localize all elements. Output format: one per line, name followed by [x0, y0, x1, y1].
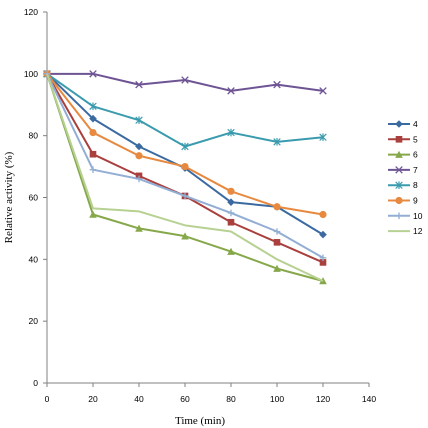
- legend-item-7: 7: [388, 165, 418, 175]
- data-point-5: [89, 150, 97, 158]
- axes: 0 20 40 60 80 100 120 140 0 20 40 60 80 100 120: [24, 7, 377, 404]
- x-tick-label: 60: [180, 394, 190, 404]
- data-point-8: [181, 142, 189, 151]
- data-point-5: [319, 259, 327, 266]
- legend: 4 5 6 7 8 9 10 12: [388, 119, 423, 236]
- legend-item-12: 12: [388, 226, 423, 236]
- data-point-9: [319, 210, 327, 219]
- data-point-10: [181, 192, 189, 200]
- data-point-4: [135, 142, 143, 151]
- data-point-9: [89, 128, 97, 137]
- data-point-6: [227, 247, 235, 255]
- series-10: [43, 70, 327, 262]
- legend-item-5: 5: [388, 134, 418, 144]
- x-axis-title: Time (min): [175, 415, 225, 427]
- data-point-10: [135, 175, 143, 183]
- y-tick-label: 60: [29, 193, 39, 203]
- data-point-10: [319, 254, 327, 262]
- data-point-8: [273, 138, 281, 146]
- x-tick-label: 100: [270, 394, 284, 404]
- y-tick-label: 20: [29, 316, 39, 326]
- x-tick-label: 80: [226, 394, 236, 404]
- legend-item-6: 6: [388, 150, 418, 160]
- legend-label: 10: [413, 211, 423, 221]
- legend-marker: [395, 120, 403, 128]
- data-point-10: [227, 209, 235, 217]
- legend-marker: [395, 196, 403, 205]
- legend-item-8: 8: [388, 180, 418, 190]
- series-layer: [43, 70, 327, 285]
- legend-item-10: 10: [388, 211, 423, 221]
- y-tick-label: 40: [29, 254, 39, 264]
- x-tick-label: 40: [134, 394, 144, 404]
- data-point-4: [319, 230, 327, 239]
- series-12: [46, 73, 324, 282]
- x-tick-label: 20: [88, 394, 98, 404]
- legend-label: 6: [413, 150, 418, 160]
- data-point-7: [89, 70, 97, 78]
- legend-label: 4: [413, 119, 418, 129]
- y-axis-title: Relative activity (%): [3, 151, 15, 243]
- legend-label: 12: [413, 226, 423, 236]
- legend-item-9: 9: [388, 196, 418, 206]
- data-point-9: [135, 152, 143, 160]
- legend-marker: [395, 212, 403, 220]
- data-point-6: [273, 264, 281, 272]
- data-point-5: [273, 239, 281, 246]
- series-7: [43, 70, 327, 95]
- y-tick-label: 0: [33, 378, 38, 388]
- series-line-6: [46, 73, 324, 282]
- legend-label: 9: [413, 196, 418, 206]
- data-point-7: [273, 80, 281, 89]
- data-point-8: [319, 133, 327, 142]
- data-point-8: [227, 128, 235, 137]
- data-point-8: [89, 102, 97, 111]
- data-point-9: [273, 203, 281, 211]
- y-tick-label: 120: [24, 7, 38, 17]
- data-point-4: [89, 114, 97, 123]
- data-point-7: [319, 87, 327, 95]
- series-line-4: [46, 73, 324, 236]
- data-point-4: [227, 198, 235, 206]
- legend-marker: [395, 150, 403, 158]
- series-line-7: [47, 72, 324, 92]
- legend-label: 7: [413, 165, 418, 175]
- data-point-6: [89, 210, 97, 218]
- data-point-9: [227, 187, 235, 195]
- data-point-10: [89, 166, 97, 173]
- y-tick-label: 100: [24, 69, 38, 79]
- legend-label: 8: [413, 180, 418, 190]
- series-9: [43, 70, 327, 219]
- data-point-7: [227, 87, 235, 95]
- data-point-6: [135, 224, 143, 232]
- data-point-9: [181, 162, 189, 171]
- legend-marker: [395, 166, 403, 174]
- data-point-8: [135, 116, 143, 125]
- y-tick-label: 80: [29, 131, 39, 141]
- series-8: [43, 70, 327, 151]
- data-point-5: [227, 218, 235, 226]
- legend-item-4: 4: [388, 119, 418, 129]
- data-point-10: [273, 228, 281, 235]
- x-tick-label: 120: [316, 394, 330, 404]
- legend-marker: [395, 181, 403, 189]
- data-point-7: [181, 76, 189, 84]
- legend-marker: [395, 136, 403, 143]
- legend-label: 5: [413, 134, 418, 144]
- x-tick-label: 0: [45, 394, 50, 404]
- data-point-7: [135, 80, 143, 89]
- data-point-6: [181, 232, 189, 240]
- series-line-12: [46, 73, 324, 282]
- x-tick-label: 140: [362, 394, 376, 404]
